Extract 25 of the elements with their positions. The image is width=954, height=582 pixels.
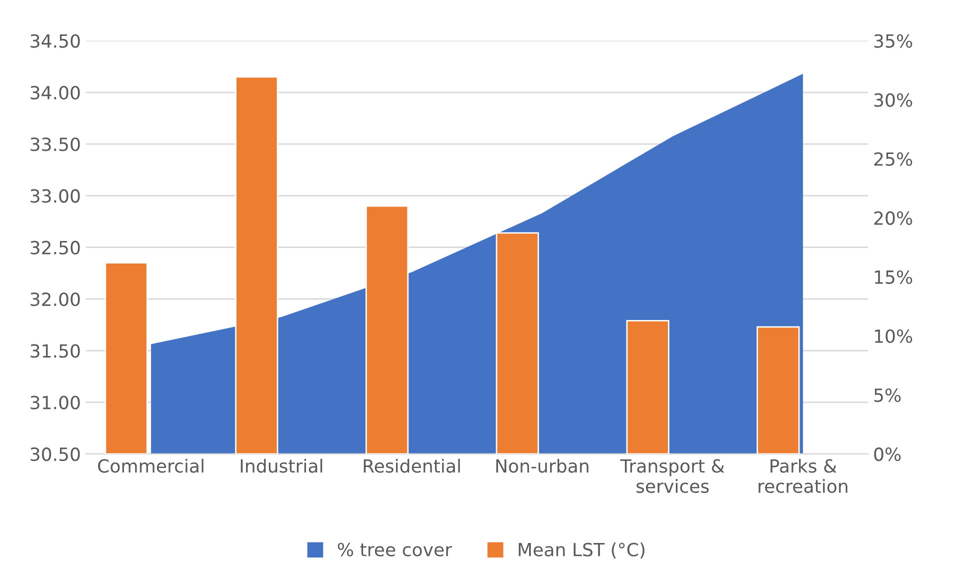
y2-tick-label: 35%	[874, 34, 912, 48]
y2-tick-label: 30%	[874, 93, 912, 107]
y-tick-label: 31.50	[30, 344, 80, 358]
y2-tick-label: 10%	[874, 329, 912, 344]
y-tick-label: 33.50	[30, 138, 80, 152]
x-tick-label: Transport & services	[620, 459, 724, 494]
y2-tick-label: 15%	[874, 270, 912, 284]
x-tick-label: Commercial	[98, 458, 204, 473]
y2-tick-label: 5%	[874, 388, 901, 402]
x-tick-label: Parks & recreation	[758, 458, 848, 494]
y2-tick-label: 25%	[874, 152, 912, 166]
y-tick-label: 34.50	[30, 34, 80, 48]
y2-tick-label: 0%	[874, 447, 901, 462]
y-tick-label: 32.00	[30, 292, 80, 306]
y2-tick-label: 20%	[874, 211, 912, 225]
x-tick-label: Residential	[364, 458, 460, 473]
x-tick-label: Non-urban	[496, 458, 588, 473]
y-tick-label: 34.00	[30, 86, 80, 100]
y-tick-label: 33.00	[30, 189, 80, 203]
y-tick-label: 31.00	[30, 396, 80, 410]
y-tick-label: 32.50	[30, 240, 80, 254]
y-tick-label: 30.50	[30, 447, 80, 462]
legend-label: % tree cover	[338, 542, 452, 556]
x-tick-label: Industrial	[240, 458, 322, 473]
legend-label: Mean LST (°C)	[518, 542, 644, 559]
